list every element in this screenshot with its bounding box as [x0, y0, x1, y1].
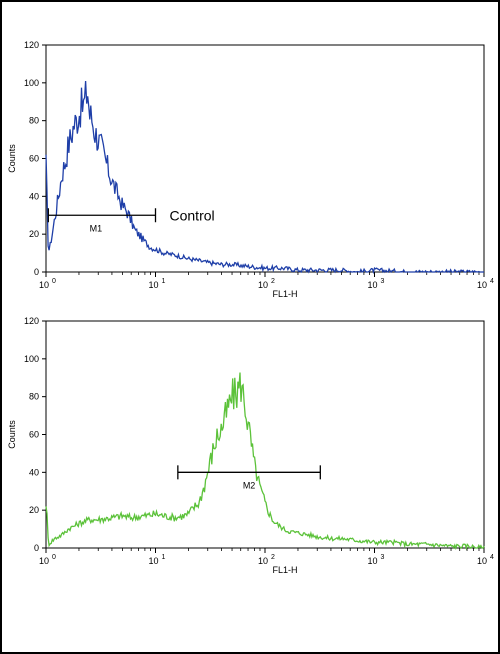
gate-label: M1: [90, 223, 103, 233]
histogram-trace: [45, 80, 484, 275]
x-tick-exponent: 3: [381, 278, 385, 285]
y-tick-label: 60: [29, 154, 39, 164]
x-axis-label: FL1-H: [272, 289, 297, 299]
y-tick-label: 40: [29, 191, 39, 201]
x-tick-exponent: 2: [271, 554, 275, 561]
y-axis-label: Counts: [7, 420, 17, 449]
x-tick-label: 10: [258, 280, 268, 290]
y-tick-label: 0: [34, 267, 39, 277]
x-tick-label: 10: [148, 556, 158, 566]
x-tick-label: 10: [148, 280, 158, 290]
x-tick-label: 10: [39, 280, 49, 290]
x-tick-exponent: 0: [52, 554, 56, 561]
x-tick-exponent: 3: [381, 554, 385, 561]
x-tick-label: 10: [477, 280, 487, 290]
x-tick-exponent: 4: [490, 554, 494, 561]
y-tick-label: 20: [29, 505, 39, 515]
y-tick-label: 80: [29, 116, 39, 126]
y-tick-label: 60: [29, 430, 39, 440]
x-tick-label: 10: [367, 280, 377, 290]
x-tick-exponent: 1: [162, 554, 166, 561]
plot-area: [45, 320, 485, 549]
y-tick-label: 120: [24, 40, 39, 50]
plot-area: [45, 44, 485, 273]
x-tick-label: 10: [258, 556, 268, 566]
y-tick-label: 20: [29, 229, 39, 239]
y-axis-label: Counts: [7, 144, 17, 173]
x-tick-exponent: 4: [490, 278, 494, 285]
x-tick-label: 10: [39, 556, 49, 566]
y-tick-label: 100: [24, 354, 39, 364]
x-tick-exponent: 1: [162, 278, 166, 285]
x-axis-label: FL1-H: [272, 565, 297, 575]
sample-annotation: Control: [170, 207, 215, 223]
x-tick-label: 10: [477, 556, 487, 566]
y-tick-label: 80: [29, 392, 39, 402]
y-tick-label: 0: [34, 543, 39, 553]
y-tick-label: 100: [24, 78, 39, 88]
y-tick-label: 40: [29, 467, 39, 477]
gate-label: M2: [243, 480, 256, 490]
x-tick-label: 10: [367, 556, 377, 566]
x-tick-exponent: 2: [271, 278, 275, 285]
x-tick-exponent: 0: [52, 278, 56, 285]
histogram-trace: [45, 372, 485, 551]
y-tick-label: 120: [24, 316, 39, 326]
